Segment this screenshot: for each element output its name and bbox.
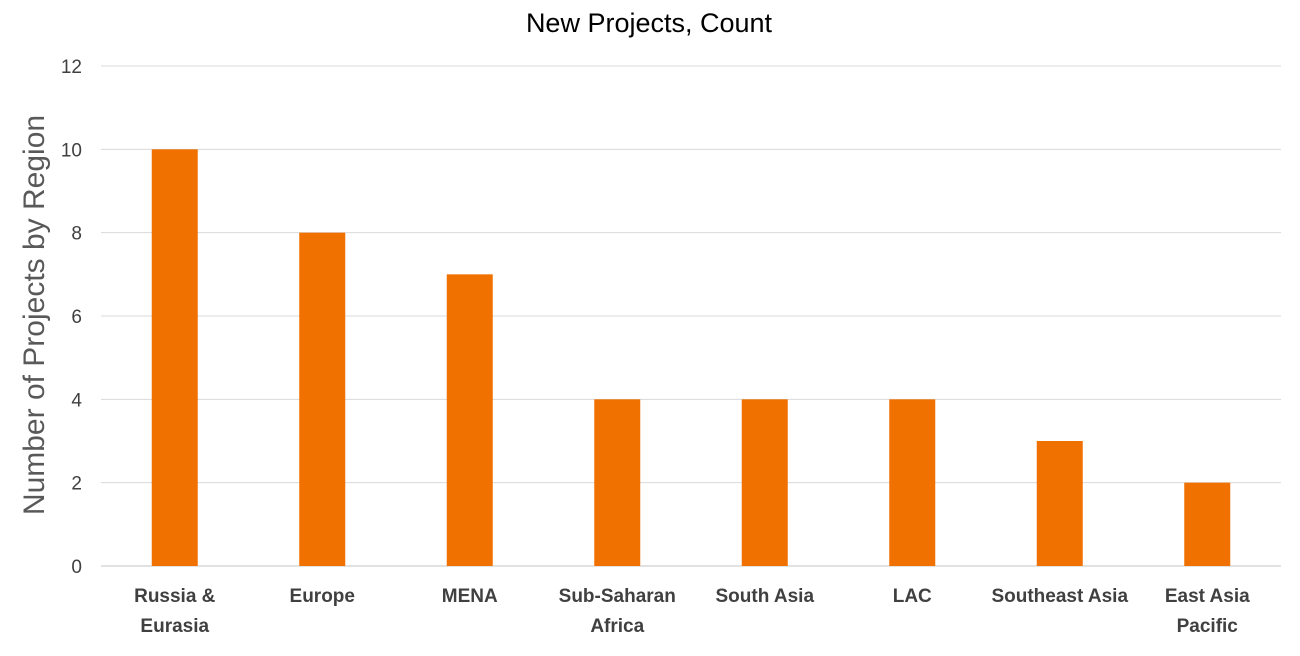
x-category-label: LAC bbox=[893, 586, 932, 607]
bar bbox=[889, 399, 936, 566]
y-tick-label: 2 bbox=[71, 474, 82, 495]
y-tick-label: 12 bbox=[61, 57, 82, 78]
x-category-label: Europe bbox=[290, 586, 355, 607]
gridlines bbox=[101, 65, 1281, 567]
x-category-label: MENA bbox=[442, 586, 498, 607]
bar bbox=[1036, 441, 1083, 566]
x-category-label: Southeast Asia bbox=[991, 586, 1128, 607]
x-category-label: South Asia bbox=[715, 586, 814, 607]
y-tick-label: 0 bbox=[71, 557, 82, 578]
bar bbox=[1184, 482, 1231, 566]
bars bbox=[151, 149, 1231, 567]
y-axis-label: Number of Projects by Region bbox=[18, 115, 51, 515]
y-axis-ticks: 0 2 4 6 8 10 12 bbox=[61, 57, 83, 578]
y-tick-label: 10 bbox=[61, 140, 82, 161]
x-category-label: Sub-Saharan Africa bbox=[559, 586, 676, 637]
x-axis-categories: Russia & Eurasia Europe MENA Sub-Saharan Afri… bbox=[134, 586, 1250, 637]
bar bbox=[299, 232, 346, 566]
bar bbox=[446, 274, 493, 566]
x-category-label: Russia & Eurasia bbox=[134, 586, 216, 637]
chart-title: New Projects, Count bbox=[526, 8, 773, 38]
bar bbox=[741, 399, 788, 566]
x-category-label: East Asia Pacific bbox=[1165, 586, 1250, 637]
bar bbox=[151, 149, 198, 567]
bar bbox=[594, 399, 641, 566]
y-tick-label: 6 bbox=[71, 307, 82, 328]
y-tick-label: 8 bbox=[71, 224, 82, 245]
y-tick-label: 4 bbox=[71, 390, 82, 411]
